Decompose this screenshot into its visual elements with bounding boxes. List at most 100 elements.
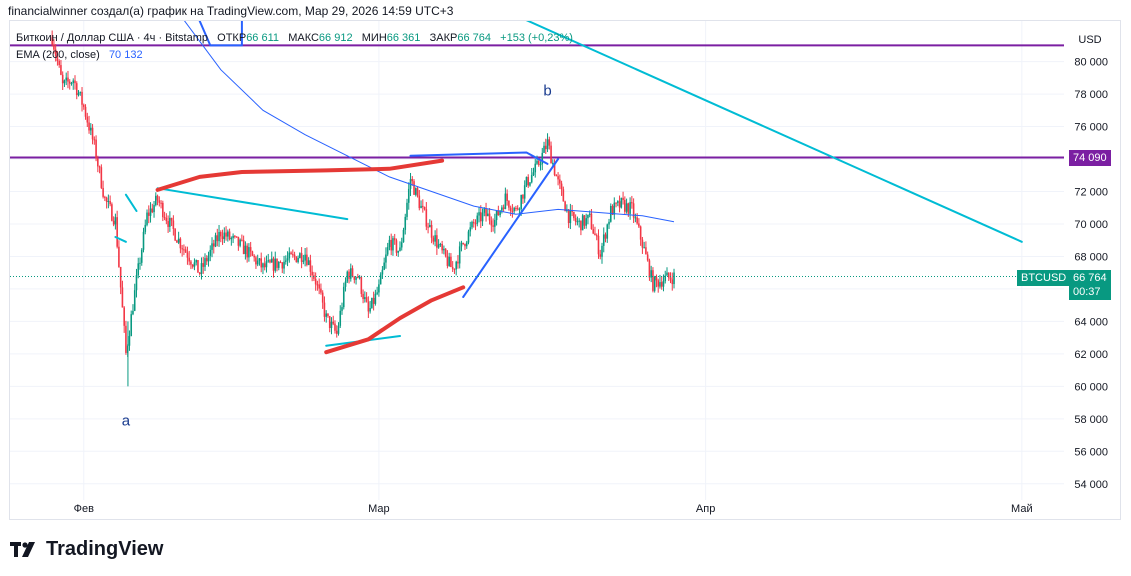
candle-body [100,167,103,188]
trend-line [156,187,349,221]
y-tick-label: 78 000 [1074,89,1108,101]
candle-body [269,260,271,263]
symbol-title[interactable]: Биткоин / Доллар США · 4ч · Bitstamp [16,32,208,44]
candles [51,30,675,387]
candle-body [323,302,326,317]
candle-body [258,258,261,261]
candle-body [432,237,435,242]
candle-body [536,160,538,164]
candle-body [221,236,224,240]
candle-body [386,247,389,255]
candle-body [102,187,104,197]
candle-body [548,139,551,146]
high-label: МАКС [288,32,319,44]
candle-body [75,83,78,96]
candle-body [592,229,595,234]
candle-body [527,176,530,186]
candle-body [518,208,521,210]
candle-body [72,80,75,83]
candle-body [393,238,396,241]
candle-body [349,268,352,279]
candle-body [522,194,524,199]
candle-body [65,77,68,81]
candle-body [346,271,349,282]
tradingview-logo[interactable]: TradingView [10,538,163,561]
drawing-line [198,21,243,47]
candle-body [529,182,531,186]
symbol-badge: BTCUSD [1017,270,1071,286]
candle-body [142,231,145,250]
wave-label: a [122,412,131,429]
candle-body [216,235,219,242]
candle-body [629,202,631,214]
candle-body [664,275,667,282]
ema-line [183,21,675,223]
candle-body [335,330,338,334]
candle-body [464,243,466,247]
candle-body [639,226,642,240]
candle-body [587,214,589,219]
candle-body [666,272,668,276]
candle-body [620,197,623,208]
candle-body [557,176,559,180]
y-tick-label: 70 000 [1074,219,1108,231]
candle-body [116,217,118,247]
candle-body [151,208,154,213]
candle-body [414,188,417,195]
candle-body [188,257,190,262]
candle-body [244,245,247,255]
candle-body [248,247,250,258]
candle-body [457,261,459,264]
candle-body [427,226,429,228]
candle-body [652,270,654,291]
ohlc-legend: Биткоин / Доллар США · 4ч · Bitstamp ОТК… [16,32,573,44]
candle-body [153,205,155,213]
candle-body [520,194,522,209]
candle-body [660,282,663,287]
candle-body [211,243,213,250]
tradingview-logo-icon [10,541,35,557]
candle-body [276,258,278,268]
y-tick-label: 72 000 [1074,186,1108,198]
candle-body [430,224,433,238]
candle-body [364,297,366,299]
candle-body [186,252,189,258]
candle-body [225,232,227,237]
candle-body [571,210,573,213]
candle-body [104,196,106,198]
candle-body [204,258,206,267]
y-tick-label: 68 000 [1074,251,1108,263]
candle-body [397,250,400,253]
candle-body [81,91,83,105]
candle-body [253,255,255,258]
candle-body [546,139,549,150]
candle-body [508,200,510,208]
candle-body [444,248,447,257]
high-value: 66 912 [318,32,353,44]
candle-body [667,272,670,278]
candle-body [378,284,380,293]
y-tick-label: 58 000 [1074,414,1108,426]
candle-body [155,195,157,206]
candle-body [330,321,333,329]
candle-body [218,231,220,242]
wave-label: b [543,83,551,100]
x-tick-label: Фев [74,503,94,515]
trend-line [124,193,138,212]
candle-body [627,203,630,214]
candle-body [249,247,252,252]
y-tick-label: 64 000 [1074,316,1108,328]
low-value: 66 361 [386,32,421,44]
horizontal-levels [10,44,1064,159]
candle-body [636,217,638,224]
candle-body [58,60,60,66]
candle-body [74,80,76,84]
candle-body [374,293,377,304]
candle-body [659,282,661,287]
candle-body [172,220,175,229]
candle-body [411,179,414,182]
candle-body [79,91,82,94]
candle-body [472,221,475,224]
ema-legend[interactable]: EMA (200, close) 70 132 [16,49,143,61]
